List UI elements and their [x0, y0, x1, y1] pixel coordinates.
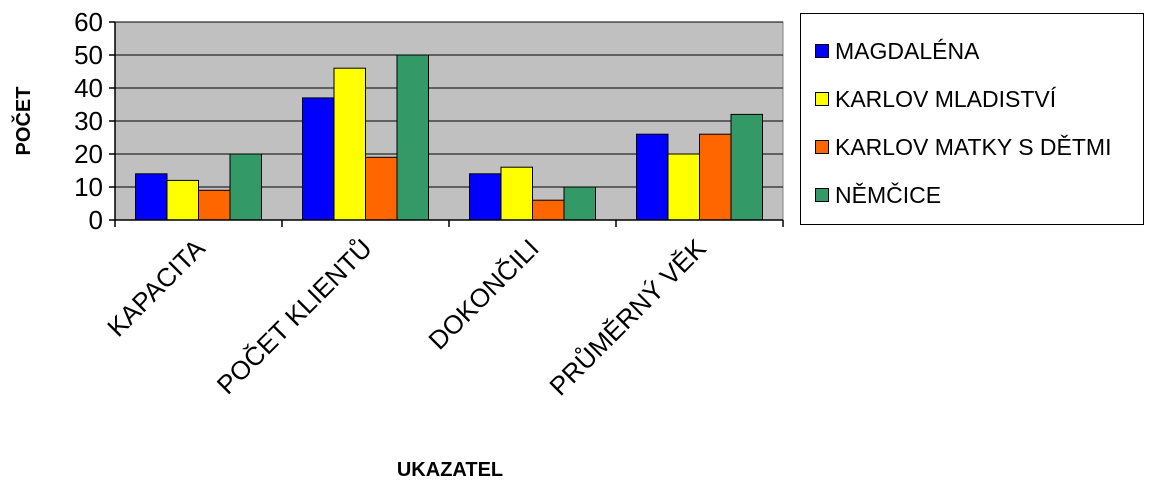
bar: [469, 173, 502, 221]
y-tick-label: 10: [74, 172, 103, 202]
bar: [532, 199, 565, 221]
legend-swatch: [815, 44, 829, 58]
legend: MAGDALÉNA KARLOV MLADISTVÍ KARLOV MATKY S …: [800, 13, 1144, 225]
bar: [135, 173, 168, 221]
bar: [699, 133, 732, 221]
bar: [396, 54, 429, 221]
bar: [500, 166, 533, 221]
legend-label: KARLOV MLADISTVÍ: [835, 85, 1057, 112]
legend-label: NĚMČICE: [835, 181, 942, 208]
legend-item: KARLOV MLADISTVÍ: [815, 84, 1056, 114]
bar: [636, 133, 669, 221]
bar: [166, 179, 199, 221]
legend-swatch: [815, 140, 829, 154]
legend-label: KARLOV MATKY S DĚTMI: [835, 133, 1112, 160]
bar: [667, 153, 700, 221]
y-tick-label: 20: [74, 139, 103, 169]
x-tick-label: POČET KLIENTŮ: [210, 232, 378, 400]
legend-item: NĚMČICE: [815, 180, 941, 210]
legend-item: KARLOV MATKY S DĚTMI: [815, 132, 1111, 162]
legend-swatch: [815, 188, 829, 202]
bar: [333, 67, 366, 221]
bar: [198, 189, 231, 221]
bar: [302, 97, 335, 221]
x-tick-label: PRŮMĚRNÝ VĚK: [543, 232, 712, 401]
y-tick-label: 0: [89, 205, 103, 235]
y-tick-label: 60: [74, 7, 103, 37]
bar: [365, 156, 398, 221]
y-tick-label: 50: [74, 40, 103, 70]
legend-item: MAGDALÉNA: [815, 36, 979, 66]
legend-label: MAGDALÉNA: [835, 37, 980, 64]
x-tick-label: KAPACITA: [101, 233, 211, 343]
axes: [109, 21, 784, 227]
bars: [135, 54, 763, 221]
y-tick-label: 30: [74, 106, 103, 136]
bar: [229, 153, 262, 221]
bar: [563, 186, 596, 221]
x-axis-label: UKAZATEL: [397, 459, 503, 481]
bar: [730, 113, 763, 221]
y-axis-label: POČET: [11, 87, 35, 156]
legend-swatch: [815, 92, 829, 106]
x-tick-label: DOKONČILI: [422, 233, 544, 355]
y-tick-label: 40: [74, 73, 103, 103]
